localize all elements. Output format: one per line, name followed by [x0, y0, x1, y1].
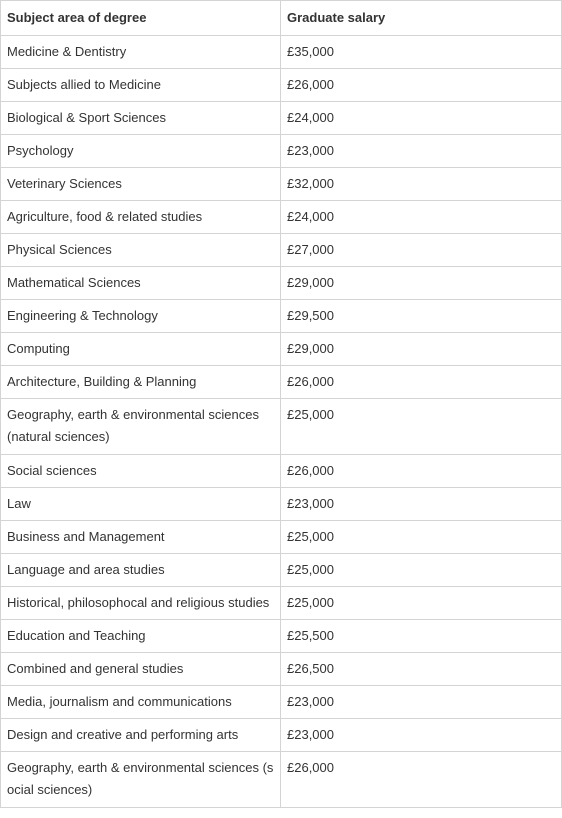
subject-cell: Business and Management [0, 520, 281, 554]
subject-cell: Combined and general studies [0, 652, 281, 686]
salary-cell: £24,000 [280, 101, 562, 135]
subject-cell: Physical Sciences [0, 233, 281, 267]
subject-cell: Media, journalism and communications [0, 685, 281, 719]
table-row: Language and area studies £25,000 [0, 553, 562, 587]
table-row: Geography, earth & environmental science… [0, 398, 562, 455]
salary-cell: £26,000 [280, 365, 562, 399]
header-row: Subject area of degree Graduate salary [0, 0, 562, 36]
salary-cell: £29,500 [280, 299, 562, 333]
table-row: Social sciences £26,000 [0, 454, 562, 488]
subject-cell: Biological & Sport Sciences [0, 101, 281, 135]
subject-cell: Historical, philosophocal and religious … [0, 586, 281, 620]
table-row: Design and creative and performing arts … [0, 718, 562, 752]
salary-cell: £25,000 [280, 520, 562, 554]
subject-cell: Education and Teaching [0, 619, 281, 653]
salary-cell: £25,000 [280, 586, 562, 620]
header-subject: Subject area of degree [0, 0, 281, 36]
salary-cell: £26,000 [280, 454, 562, 488]
subject-cell: Subjects allied to Medicine [0, 68, 281, 102]
subject-cell: Law [0, 487, 281, 521]
salary-cell: £23,000 [280, 685, 562, 719]
subject-cell: Computing [0, 332, 281, 366]
subject-cell: Geography, earth & environmental science… [0, 398, 281, 455]
salary-cell: £24,000 [280, 200, 562, 234]
salary-cell: £25,000 [280, 398, 562, 455]
salary-cell: £26,000 [280, 68, 562, 102]
salary-cell: £27,000 [280, 233, 562, 267]
salary-cell: £23,000 [280, 134, 562, 168]
salary-cell: £26,500 [280, 652, 562, 686]
table-row: Media, journalism and communications £23… [0, 685, 562, 719]
table-row: Geography, earth & environmental science… [0, 751, 562, 808]
table-row: Physical Sciences £27,000 [0, 233, 562, 267]
table-row: Veterinary Sciences £32,000 [0, 167, 562, 201]
salary-cell: £23,000 [280, 487, 562, 521]
subject-cell: Medicine & Dentistry [0, 35, 281, 69]
table-row: Subjects allied to Medicine £26,000 [0, 68, 562, 102]
table-row: Business and Management £25,000 [0, 520, 562, 554]
table-row: Medicine & Dentistry £35,000 [0, 35, 562, 69]
header-salary: Graduate salary [280, 0, 562, 36]
table-row: Combined and general studies £26,500 [0, 652, 562, 686]
subject-cell: Mathematical Sciences [0, 266, 281, 300]
table-row: Mathematical Sciences £29,000 [0, 266, 562, 300]
table-row: Law £23,000 [0, 487, 562, 521]
subject-cell: Social sciences [0, 454, 281, 488]
table-row: Education and Teaching £25,500 [0, 619, 562, 653]
table-row: Biological & Sport Sciences £24,000 [0, 101, 562, 135]
subject-cell: Language and area studies [0, 553, 281, 587]
subject-cell: Design and creative and performing arts [0, 718, 281, 752]
table-row: Agriculture, food & related studies £24,… [0, 200, 562, 234]
subject-cell: Veterinary Sciences [0, 167, 281, 201]
salary-cell: £29,000 [280, 332, 562, 366]
subject-cell: Agriculture, food & related studies [0, 200, 281, 234]
table-row: Architecture, Building & Planning £26,00… [0, 365, 562, 399]
subject-cell: Psychology [0, 134, 281, 168]
table-row: Historical, philosophocal and religious … [0, 586, 562, 620]
table-row: Engineering & Technology £29,500 [0, 299, 562, 333]
salary-cell: £25,500 [280, 619, 562, 653]
subject-cell: Geography, earth & environmental science… [0, 751, 281, 808]
table-row: Computing £29,000 [0, 332, 562, 366]
salary-cell: £35,000 [280, 35, 562, 69]
salary-cell: £26,000 [280, 751, 562, 808]
salary-cell: £29,000 [280, 266, 562, 300]
subject-cell: Architecture, Building & Planning [0, 365, 281, 399]
table-row: Psychology £23,000 [0, 134, 562, 168]
salary-cell: £23,000 [280, 718, 562, 752]
salary-cell: £25,000 [280, 553, 562, 587]
subject-cell: Engineering & Technology [0, 299, 281, 333]
salary-cell: £32,000 [280, 167, 562, 201]
